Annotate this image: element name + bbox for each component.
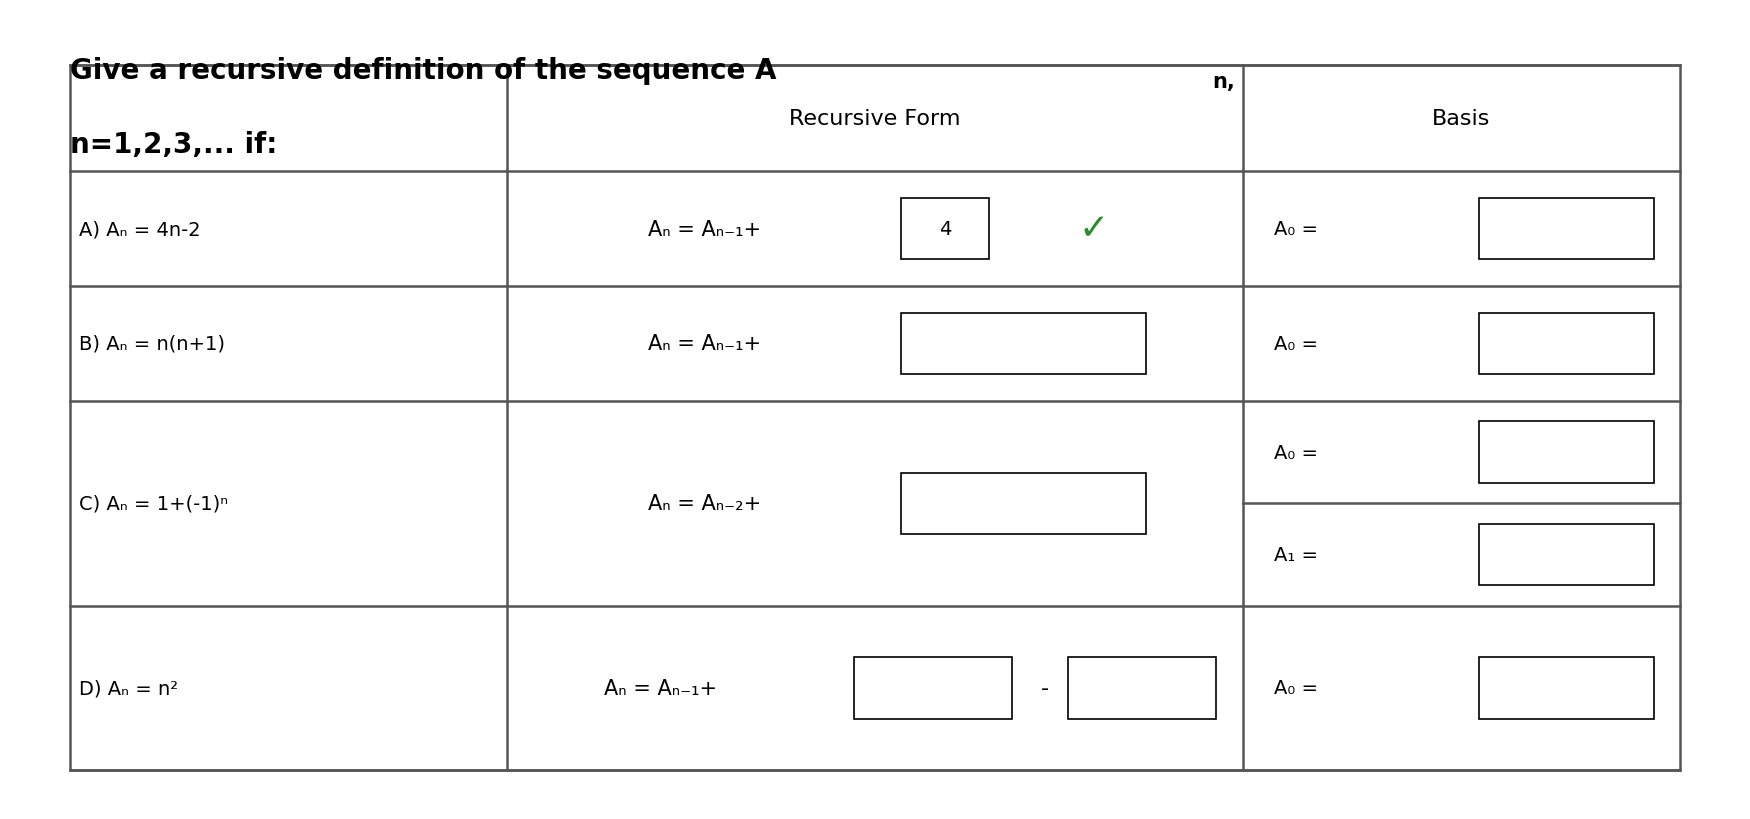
Text: -: - — [1041, 678, 1048, 698]
Bar — [1479, 524, 1654, 586]
Bar — [1479, 657, 1654, 719]
Text: A₀ =: A₀ = — [1274, 678, 1318, 698]
Bar — [901, 199, 989, 260]
Text: Aₙ = Aₙ₋₂+: Aₙ = Aₙ₋₂+ — [648, 494, 761, 514]
Text: ✓: ✓ — [1078, 212, 1110, 247]
Text: Recursive Form: Recursive Form — [789, 109, 961, 129]
Text: 4: 4 — [938, 219, 952, 239]
Bar — [901, 473, 1146, 534]
Bar — [854, 657, 1012, 719]
Text: Aₙ = Aₙ₋₁+: Aₙ = Aₙ₋₁+ — [604, 678, 718, 698]
Text: A₀ =: A₀ = — [1274, 334, 1318, 354]
Bar — [70, 66, 1680, 770]
Text: B) Aₙ = n(n+1): B) Aₙ = n(n+1) — [79, 334, 224, 354]
Text: Aₙ = Aₙ₋₁+: Aₙ = Aₙ₋₁+ — [648, 219, 761, 239]
Bar — [1479, 422, 1654, 483]
Bar — [1068, 657, 1216, 719]
Text: C) Aₙ = 1+(-1)ⁿ: C) Aₙ = 1+(-1)ⁿ — [79, 494, 228, 514]
Text: n=1,2,3,... if:: n=1,2,3,... if: — [70, 131, 276, 159]
Bar — [1479, 313, 1654, 374]
Text: A₀ =: A₀ = — [1274, 219, 1318, 239]
Text: A₁ =: A₁ = — [1274, 545, 1318, 564]
Text: Aₙ = Aₙ₋₁+: Aₙ = Aₙ₋₁+ — [648, 334, 761, 354]
Text: D) Aₙ = n²: D) Aₙ = n² — [79, 678, 178, 698]
Text: Give a recursive definition of the sequence A: Give a recursive definition of the seque… — [70, 57, 777, 85]
Text: Basis: Basis — [1432, 109, 1491, 129]
Text: n,: n, — [1213, 72, 1236, 92]
Text: A₀ =: A₀ = — [1274, 443, 1318, 462]
Bar — [1479, 199, 1654, 260]
Text: A) Aₙ = 4n-2: A) Aₙ = 4n-2 — [79, 219, 200, 239]
Bar — [901, 313, 1146, 374]
